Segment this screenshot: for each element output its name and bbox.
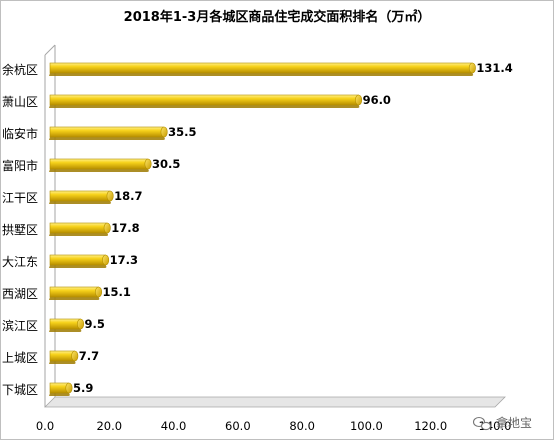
bar-end-cap <box>71 350 79 362</box>
value-label: 17.3 <box>110 253 138 267</box>
bar-body <box>49 222 108 234</box>
value-label: 7.7 <box>79 349 99 363</box>
wechat-icon <box>472 416 492 431</box>
bar-10 <box>49 350 79 364</box>
value-label: 30.5 <box>152 157 180 171</box>
bar-shadow <box>49 73 474 76</box>
bar-body <box>49 318 81 330</box>
value-label: 18.7 <box>114 189 142 203</box>
x-tick-label: 60.0 <box>225 419 251 433</box>
value-label: 96.0 <box>363 93 391 107</box>
bar-body <box>49 62 473 74</box>
bar-shadow <box>49 137 165 140</box>
bar-body <box>49 286 99 298</box>
bar-shadow <box>49 169 149 172</box>
x-tick-label: 20.0 <box>96 419 122 433</box>
bar-shadow <box>49 361 76 364</box>
watermark-text: 拿地宝 <box>496 415 532 430</box>
bar-4 <box>49 158 152 172</box>
x-tick-label: 0.0 <box>36 419 54 433</box>
category-label: 大江东 <box>2 255 38 269</box>
bar-body <box>49 350 76 362</box>
bar-end-cap <box>102 254 110 266</box>
watermark: 拿地宝 <box>472 415 532 431</box>
axes <box>44 44 506 408</box>
bar-body <box>49 190 111 202</box>
category-label: 江干区 <box>2 191 38 205</box>
bar-body <box>49 158 149 170</box>
bar-shadow <box>49 329 82 332</box>
bar-shadow <box>49 393 70 396</box>
bar-7 <box>49 254 110 268</box>
bar-end-cap <box>106 190 114 202</box>
category-label: 萧山区 <box>2 95 38 109</box>
category-label: 富阳市 <box>2 158 38 173</box>
bar-5 <box>49 190 114 204</box>
bar-1 <box>49 62 476 76</box>
bar-end-cap <box>355 94 363 106</box>
category-label: 滨江区 <box>2 318 38 333</box>
bar-end-cap <box>65 382 73 394</box>
bar-end-cap <box>468 62 476 74</box>
x-tick-label: 40.0 <box>161 419 187 433</box>
bar-body <box>49 94 359 106</box>
x-tick-label: 100.0 <box>350 419 383 433</box>
value-label: 15.1 <box>103 285 131 299</box>
value-labels: 131.4 96.0 35.5 30.5 18.7 17.8 17.3 15.1 9.5 7.7 5… <box>73 61 513 395</box>
bar-8 <box>49 286 103 300</box>
category-label: 余杭区 <box>2 62 38 77</box>
bar-3 <box>49 126 168 140</box>
category-label: 上城区 <box>2 351 38 365</box>
y-axis-top-edge <box>44 44 56 56</box>
bar-shadow <box>49 297 100 300</box>
bar-end-cap <box>77 318 85 330</box>
x-tick-labels: 0.0 20.0 40.0 60.0 80.0 100.0 120.0 140.0 <box>36 419 512 433</box>
bar-body <box>49 126 165 138</box>
bar-shadow <box>49 265 107 268</box>
value-label: 9.5 <box>85 317 105 331</box>
bar-shadow <box>49 105 360 108</box>
value-label: 17.8 <box>111 221 139 235</box>
bar-body <box>49 254 106 266</box>
bar-end-cap <box>95 286 103 298</box>
bar-shadow <box>49 233 109 236</box>
x-tick-label: 120.0 <box>414 419 447 433</box>
bar-9 <box>49 318 85 332</box>
bar-end-cap <box>144 158 152 170</box>
category-label: 西湖区 <box>2 286 38 301</box>
bar-11 <box>49 382 73 396</box>
bars-group <box>49 62 476 396</box>
category-label: 临安市 <box>2 126 38 141</box>
bar-end-cap <box>103 222 111 234</box>
value-label: 131.4 <box>476 61 512 75</box>
category-label: 拱墅区 <box>2 223 38 237</box>
value-label: 35.5 <box>168 125 196 139</box>
bar-6 <box>49 222 111 236</box>
chart-title: 2018年1-3月各城区商品住宅成交面积排名（万㎡） <box>124 9 431 25</box>
x-tick-label: 80.0 <box>289 419 315 433</box>
bar-shadow <box>49 201 111 204</box>
category-label: 下城区 <box>2 383 38 397</box>
bar-end-cap <box>160 126 168 138</box>
bar-2 <box>49 94 363 108</box>
value-label: 5.9 <box>73 381 93 395</box>
plot-floor <box>44 396 506 408</box>
